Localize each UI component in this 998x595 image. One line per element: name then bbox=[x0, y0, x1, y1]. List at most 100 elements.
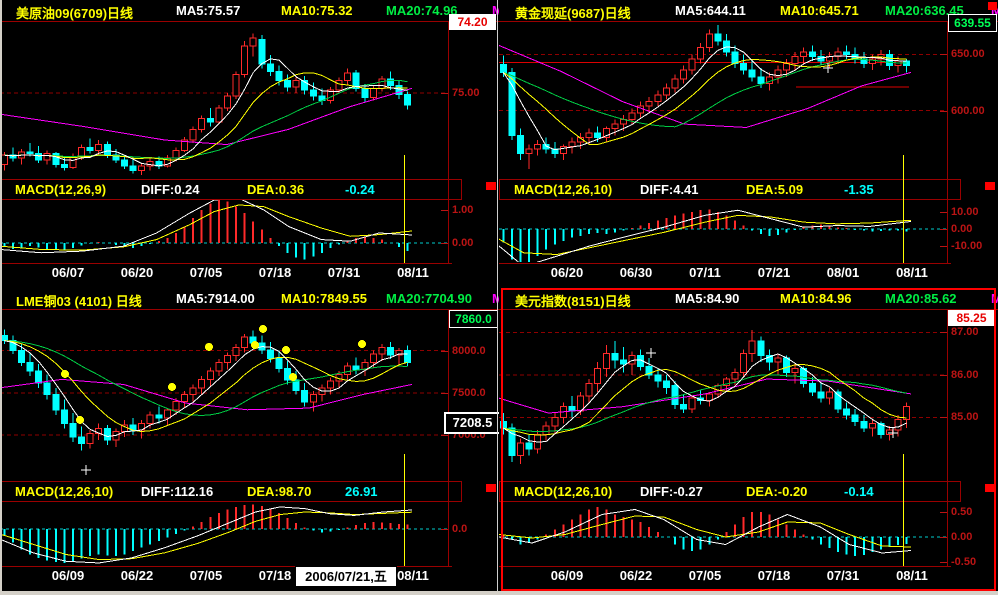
last-price-box: 74.20 bbox=[449, 14, 496, 30]
corner-indicator bbox=[988, 2, 997, 10]
macd-label: MACD(12,26,9) bbox=[15, 182, 107, 197]
ma-extra-clipped: MA bbox=[492, 291, 499, 306]
date-label: 08/11 bbox=[397, 568, 429, 583]
panel-crude-oil[interactable]: 美原油09(6709)日线 MA5:75.57 MA10:75.32 MA20:… bbox=[0, 0, 499, 288]
price-axis-line bbox=[947, 22, 948, 264]
date-label: 07/31 bbox=[826, 568, 860, 583]
macd-chart[interactable] bbox=[499, 200, 998, 262]
date-label: 07/18 bbox=[258, 568, 292, 583]
panel-lme-copper[interactable]: LME铜03 (4101) 日线 MA5:7914.00 MA10:7849.5… bbox=[0, 288, 499, 595]
date-label: 07/05 bbox=[189, 265, 223, 280]
last-price-box: 639.55 bbox=[948, 14, 997, 32]
time-axis: 06/09 06/22 07/05 07/18 07/31 08/11 bbox=[499, 568, 998, 588]
macd-label: MACD(12,26,10) bbox=[15, 484, 114, 499]
alert-indicator bbox=[486, 484, 496, 492]
date-label: 07/05 bbox=[189, 568, 223, 583]
macd-chart[interactable] bbox=[499, 502, 998, 565]
date-label: 07/31 bbox=[327, 265, 361, 280]
instrument-title: LME铜03 (4101) 日线 bbox=[16, 294, 142, 309]
date-label: 06/09 bbox=[550, 568, 584, 583]
date-label: 06/30 bbox=[619, 265, 653, 280]
date-label: 06/07 bbox=[51, 265, 85, 280]
macd-bar-value: 26.91 bbox=[345, 484, 378, 499]
panel-header: LME铜03 (4101) 日线 MA5:7914.00 MA10:7849.5… bbox=[0, 288, 499, 310]
price-chart[interactable] bbox=[0, 311, 499, 479]
ma10-value: MA10:84.96 bbox=[780, 291, 852, 306]
date-label: 06/22 bbox=[120, 568, 154, 583]
selected-panel-border-top bbox=[501, 288, 996, 290]
ma20-value: MA20:636.45 bbox=[885, 3, 964, 18]
ma20-value: MA20:74.96 bbox=[386, 3, 458, 18]
alert-indicator bbox=[486, 182, 496, 190]
macd-dea-value: DEA:5.09 bbox=[746, 182, 804, 197]
ma10-value: MA10:75.32 bbox=[281, 3, 353, 18]
date-label: 06/09 bbox=[51, 568, 85, 583]
price-axis-line bbox=[947, 310, 948, 567]
instrument-title: 美元指数(8151)日线 bbox=[515, 294, 631, 309]
price-axis-line bbox=[448, 22, 449, 264]
panel-divider-line bbox=[499, 566, 951, 567]
time-axis: 06/20 06/30 07/11 07/21 08/01 08/11 bbox=[499, 265, 998, 285]
ma20-value: MA20:7704.90 bbox=[386, 291, 472, 306]
last-price-box: 7860.0 bbox=[449, 310, 498, 328]
panel-usd-index[interactable]: 美元指数(8151)日线 MA5:84.90 MA10:84.96 MA20:8… bbox=[499, 288, 998, 595]
cursor-price-box: 7208.5 bbox=[444, 412, 499, 434]
macd-info-row: MACD(12,26,10) DIFF:112.16 DEA:98.70 26.… bbox=[0, 481, 462, 502]
date-label: 07/11 bbox=[689, 265, 721, 280]
ma5-value: MA5:644.11 bbox=[675, 3, 746, 18]
price-chart[interactable] bbox=[499, 311, 998, 479]
alert-indicator bbox=[985, 484, 995, 492]
time-axis: 06/07 06/20 07/05 07/18 07/31 08/11 bbox=[0, 265, 499, 285]
ma10-value: MA10:645.71 bbox=[780, 3, 859, 18]
panel-divider-line bbox=[0, 263, 452, 264]
panel-header: 黄金现延(9687)日线 MA5:644.11 MA10:645.71 MA20… bbox=[499, 0, 998, 22]
instrument-title: 黄金现延(9687)日线 bbox=[515, 6, 631, 21]
window-edge bbox=[0, 0, 2, 595]
crosshair-vline bbox=[404, 155, 405, 263]
ma10-value: MA10:7849.55 bbox=[281, 291, 367, 306]
panel-divider-line bbox=[0, 566, 452, 567]
price-chart[interactable] bbox=[499, 23, 998, 178]
date-label: 08/11 bbox=[896, 265, 928, 280]
window-bottom-edge bbox=[0, 591, 998, 595]
crosshair-vline bbox=[404, 454, 405, 566]
date-label: 07/05 bbox=[688, 568, 722, 583]
macd-diff-value: DIFF:-0.27 bbox=[640, 484, 703, 499]
ma5-value: MA5:7914.00 bbox=[176, 291, 255, 306]
macd-dea-value: DEA:98.70 bbox=[247, 484, 312, 499]
ma5-value: MA5:75.57 bbox=[176, 3, 241, 18]
macd-bar-value: -1.35 bbox=[844, 182, 874, 197]
macd-info-row: MACD(12,26,10) DIFF:-0.27 DEA:-0.20 -0.1… bbox=[499, 481, 961, 502]
last-price-box: 85.25 bbox=[948, 310, 995, 326]
instrument-title: 美原油09(6709)日线 bbox=[16, 6, 134, 21]
ma5-value: MA5:84.90 bbox=[675, 291, 740, 306]
macd-diff-value: DIFF:112.16 bbox=[141, 484, 214, 499]
selected-panel-border-bottom bbox=[501, 589, 996, 591]
macd-bar-value: -0.24 bbox=[345, 182, 375, 197]
macd-diff-value: DIFF:4.41 bbox=[640, 182, 699, 197]
panel-gold[interactable]: 黄金现延(9687)日线 MA5:644.11 MA10:645.71 MA20… bbox=[499, 0, 998, 288]
selected-panel-border-left bbox=[501, 288, 503, 591]
time-axis: 06/09 06/22 07/05 07/18 07/31 08/11 bbox=[0, 568, 499, 588]
macd-chart[interactable] bbox=[0, 200, 499, 262]
panel-splitter[interactable] bbox=[497, 0, 498, 595]
date-label: 06/22 bbox=[619, 568, 653, 583]
date-label: 07/18 bbox=[757, 568, 791, 583]
macd-info-row: MACD(12,26,9) DIFF:0.24 DEA:0.36 -0.24 bbox=[0, 179, 462, 200]
panel-divider-line bbox=[499, 263, 951, 264]
macd-label: MACD(12,26,10) bbox=[514, 182, 613, 197]
macd-dea-value: DEA:-0.20 bbox=[746, 484, 808, 499]
macd-info-row: MACD(12,26,10) DIFF:4.41 DEA:5.09 -1.35 bbox=[499, 179, 961, 200]
date-label: 08/11 bbox=[896, 568, 928, 583]
price-chart[interactable] bbox=[0, 23, 499, 178]
panel-header: 美原油09(6709)日线 MA5:75.57 MA10:75.32 MA20:… bbox=[0, 0, 499, 22]
ma-extra-clipped: MA bbox=[991, 3, 998, 18]
date-label: 07/21 bbox=[757, 265, 791, 280]
date-label: 06/20 bbox=[120, 265, 154, 280]
macd-dea-value: DEA:0.36 bbox=[247, 182, 305, 197]
selected-panel-border-right bbox=[994, 288, 996, 591]
date-label: 08/11 bbox=[397, 265, 429, 280]
macd-chart[interactable] bbox=[0, 502, 499, 565]
crosshair-vline bbox=[903, 454, 904, 566]
price-axis-line bbox=[448, 310, 449, 567]
